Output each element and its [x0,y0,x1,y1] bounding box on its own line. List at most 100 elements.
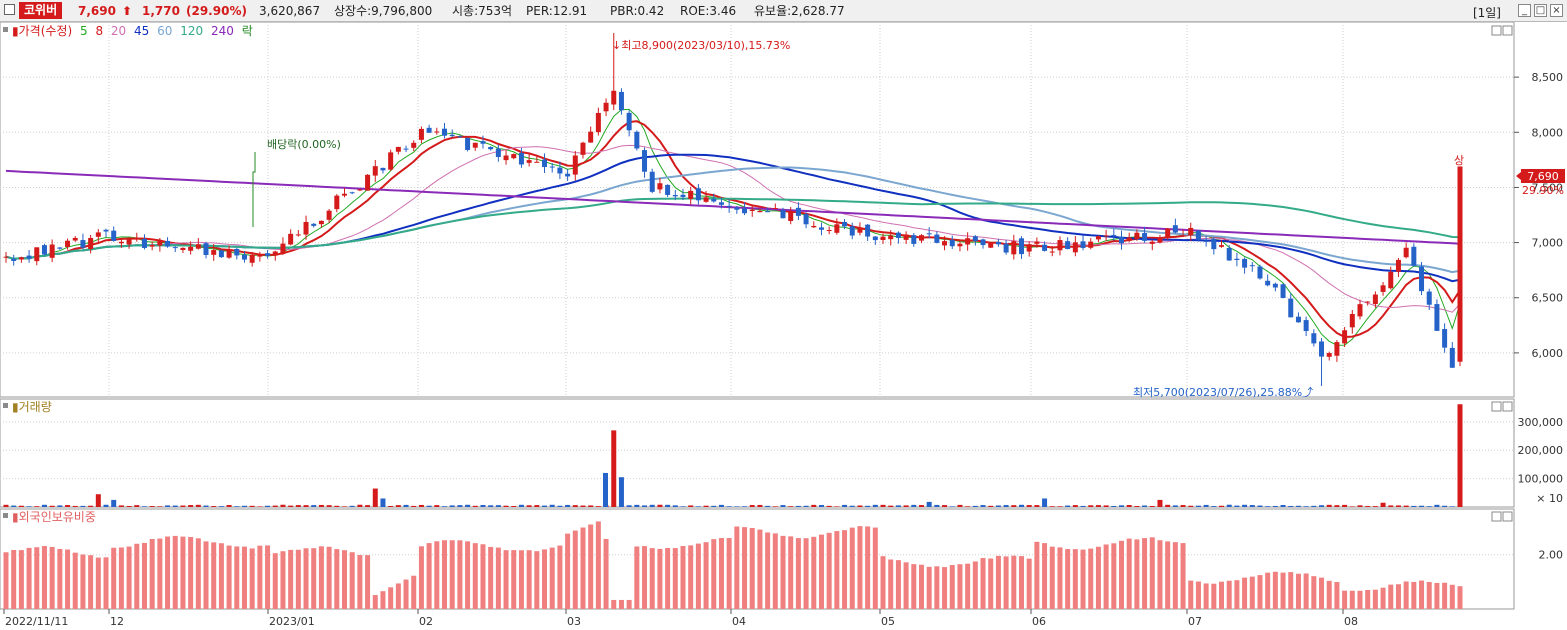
candle[interactable] [1457,166,1463,362]
volume-bar[interactable] [11,505,17,507]
volume-bar[interactable] [1311,505,1317,507]
volume-bar[interactable] [818,505,824,507]
foreign-bar[interactable] [718,538,724,609]
candle[interactable] [1403,247,1409,258]
foreign-bar[interactable] [903,562,909,609]
volume-bar[interactable] [49,505,55,507]
foreign-bar[interactable] [888,559,894,609]
candle[interactable] [118,241,124,244]
foreign-bar[interactable] [188,537,194,609]
candle[interactable] [265,253,271,256]
candle[interactable] [634,131,640,149]
candle[interactable] [203,243,209,255]
volume-bar[interactable] [234,506,240,507]
volume-bar[interactable] [888,505,894,507]
foreign-bar[interactable] [634,546,640,609]
candle[interactable] [1388,271,1394,289]
foreign-bar[interactable] [1034,541,1040,609]
candle[interactable] [657,183,663,190]
candle[interactable] [518,152,524,165]
volume-bar[interactable] [241,505,247,507]
candle[interactable] [403,148,409,150]
candle[interactable] [157,240,163,246]
candle[interactable] [695,188,701,201]
foreign-bar[interactable] [934,566,940,609]
foreign-bar[interactable] [349,552,355,609]
volume-bar[interactable] [1103,505,1109,507]
candle[interactable] [626,112,632,131]
volume-bar[interactable] [95,494,101,507]
stock-name[interactable]: 코위버 [19,2,63,19]
candle[interactable] [1126,237,1132,241]
candle[interactable] [818,227,824,230]
foreign-bar[interactable] [1180,543,1186,609]
volume-bar[interactable] [1457,404,1463,507]
foreign-bar[interactable] [272,553,278,609]
volume-bar[interactable] [403,504,409,507]
volume-bar[interactable] [988,505,994,507]
foreign-bar[interactable] [1057,547,1063,609]
foreign-bar[interactable] [757,529,763,609]
foreign-bar[interactable] [1219,581,1225,609]
candle[interactable] [11,258,17,261]
foreign-bar[interactable] [918,564,924,609]
foreign-bar[interactable] [849,527,855,609]
candle[interactable] [349,192,355,194]
volume-bar[interactable] [872,504,878,507]
candle[interactable] [995,241,1001,245]
volume-bar[interactable] [1165,504,1171,507]
foreign-bar[interactable] [488,546,494,609]
foreign-bar[interactable] [434,541,440,609]
volume-bar[interactable] [1280,504,1286,507]
volume-bar[interactable] [611,430,617,507]
volume-bar[interactable] [65,505,71,507]
volume-bar[interactable] [957,504,963,507]
volume-bar[interactable] [672,505,678,507]
foreign-bar[interactable] [1280,572,1286,609]
volume-bar[interactable] [1403,505,1409,507]
candle[interactable] [72,237,78,241]
candle[interactable] [241,254,247,260]
foreign-bar[interactable] [665,548,671,609]
volume-bar[interactable] [734,506,740,507]
volume-bar[interactable] [934,504,940,507]
candle[interactable] [688,190,694,199]
candle[interactable] [926,233,932,235]
foreign-bar[interactable] [1042,543,1048,609]
foreign-bar[interactable] [726,538,732,609]
foreign-bar[interactable] [811,536,817,609]
volume-bar[interactable] [572,505,578,507]
foreign-bar[interactable] [3,552,9,609]
foreign-bar[interactable] [995,555,1001,609]
candle[interactable] [1365,301,1371,303]
foreign-bar[interactable] [357,555,363,609]
candle[interactable] [334,195,340,210]
volume-bar[interactable] [457,505,463,507]
foreign-bar[interactable] [26,547,32,609]
foreign-bar[interactable] [695,543,701,609]
volume-bar[interactable] [157,506,163,507]
foreign-bar[interactable] [1165,541,1171,609]
foreign-bar[interactable] [1295,573,1301,609]
candle[interactable] [557,167,563,174]
volume-bar[interactable] [326,505,332,507]
volume-bar[interactable] [1172,505,1178,507]
foreign-bar[interactable] [549,547,555,609]
foreign-bar[interactable] [788,536,794,609]
volume-bar[interactable] [742,506,748,507]
volume-bar[interactable] [726,506,732,507]
volume-bar[interactable] [1203,504,1209,507]
foreign-bar[interactable] [1288,572,1294,609]
volume-bar[interactable] [211,506,217,507]
candle[interactable] [1080,241,1086,248]
foreign-bar[interactable] [857,526,863,609]
foreign-bar[interactable] [365,555,371,609]
volume-bar[interactable] [488,505,494,507]
candle[interactable] [1334,342,1340,356]
candle[interactable] [126,238,132,245]
foreign-bar[interactable] [1249,576,1255,609]
foreign-bar[interactable] [1403,581,1409,609]
foreign-bar[interactable] [472,543,478,609]
volume-bar[interactable] [80,505,86,507]
foreign-bar[interactable] [403,579,409,609]
